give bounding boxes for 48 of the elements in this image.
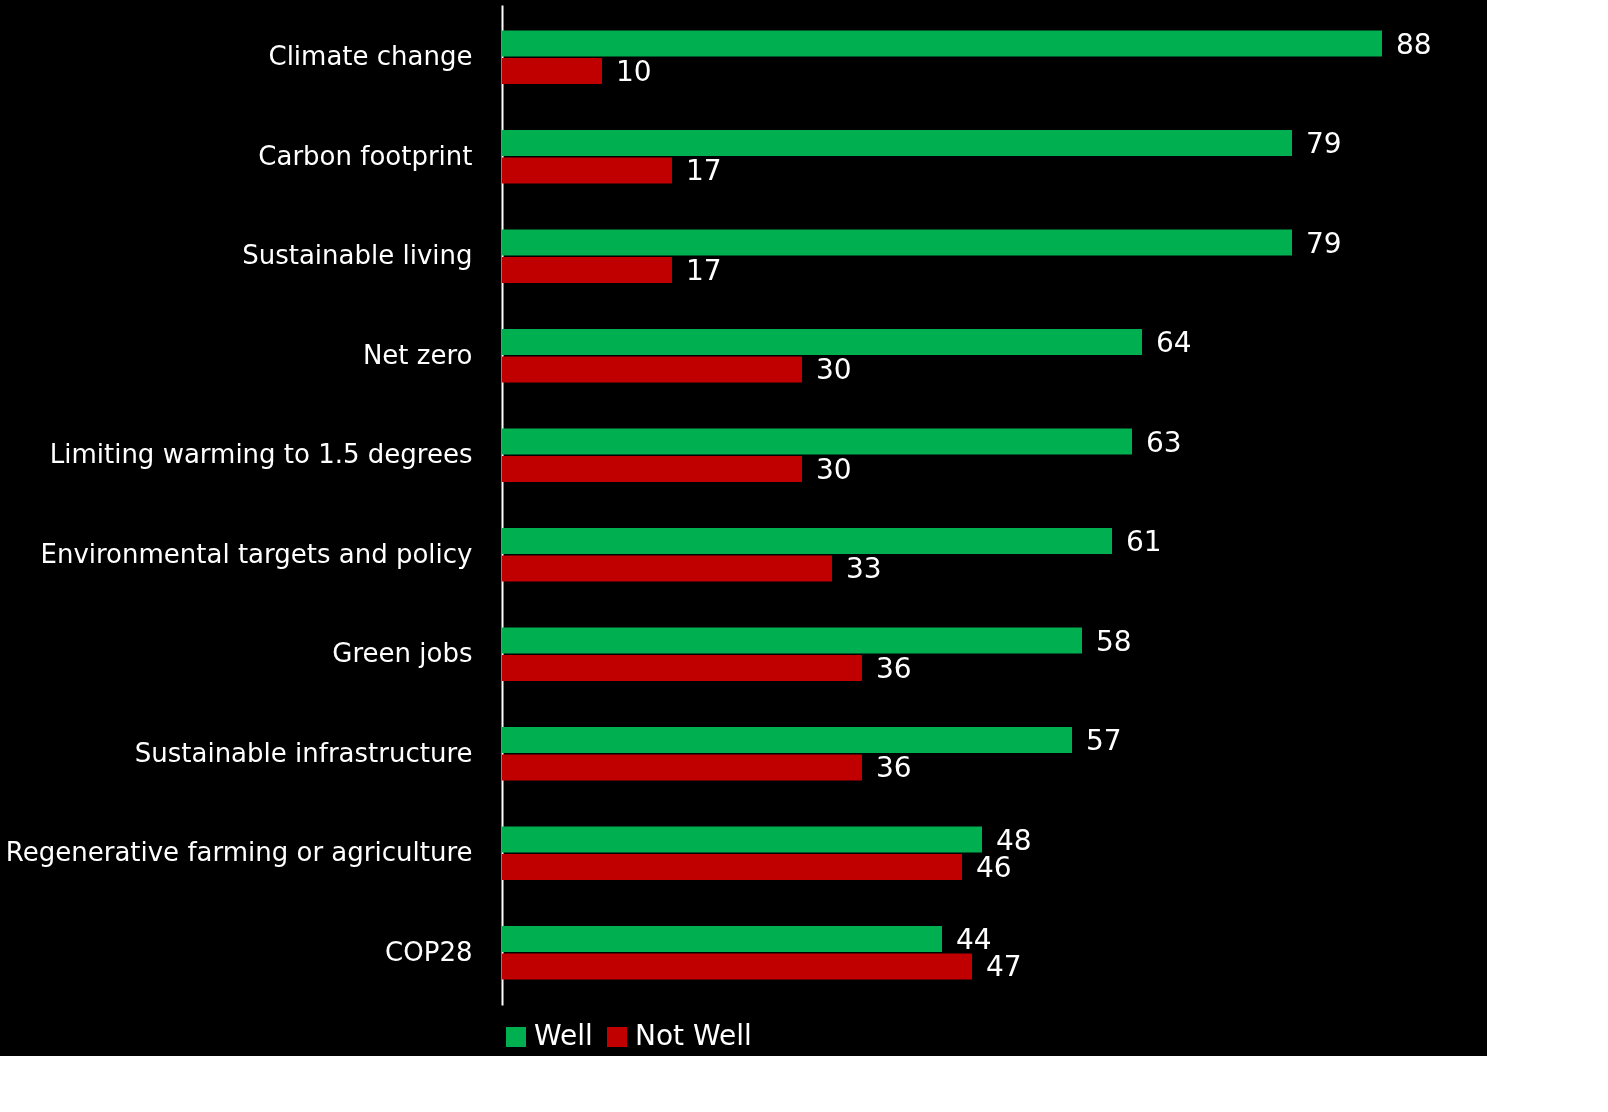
data-label: 10	[616, 54, 652, 88]
bar	[502, 57, 602, 84]
y-tick-label: Sustainable infrastructure	[134, 737, 473, 768]
y-tick-label: Green jobs	[332, 638, 473, 669]
data-label: 58	[1096, 624, 1132, 658]
legend-label: Well	[534, 1019, 593, 1052]
bar	[502, 555, 832, 582]
bar	[502, 528, 1112, 555]
data-label: 79	[1306, 127, 1342, 161]
data-label: 57	[1086, 724, 1122, 758]
data-label: 30	[816, 452, 852, 486]
data-label: 61	[1126, 525, 1162, 559]
data-label: 36	[876, 751, 912, 785]
y-tick-label: Regenerative farming or agriculture	[5, 837, 473, 868]
bar	[502, 256, 672, 283]
y-tick-label: Climate change	[268, 41, 473, 72]
y-tick-label: Environmental targets and policy	[40, 538, 473, 569]
data-label: 33	[846, 552, 882, 586]
bar	[502, 754, 862, 781]
data-label: 36	[876, 651, 912, 685]
data-label: 88	[1396, 27, 1432, 61]
y-tick-label: Carbon footprint	[258, 140, 473, 171]
bar	[502, 30, 1382, 57]
bar	[502, 826, 982, 853]
data-label: 64	[1156, 326, 1192, 360]
y-tick-label: Limiting warming to 1.5 degrees	[49, 439, 473, 470]
bar	[502, 229, 1292, 256]
bar	[502, 853, 962, 880]
bar	[502, 654, 862, 681]
bar	[502, 157, 672, 184]
y-tick-label: Sustainable living	[242, 240, 473, 271]
data-label: 63	[1146, 425, 1182, 459]
data-label: 17	[686, 253, 722, 287]
bar	[502, 627, 1082, 654]
bar	[502, 130, 1292, 157]
bar	[502, 428, 1132, 455]
data-label: 79	[1306, 226, 1342, 260]
bar	[502, 953, 972, 980]
bar	[502, 727, 1072, 754]
bar	[502, 356, 802, 383]
legend-label: Not Well	[635, 1019, 752, 1052]
data-label: 30	[816, 353, 852, 387]
bar	[502, 926, 942, 953]
y-tick-label: COP28	[385, 936, 473, 967]
bar	[502, 329, 1142, 356]
y-tick-label: Net zero	[362, 339, 473, 370]
data-label: 17	[686, 154, 722, 188]
bar	[502, 455, 802, 482]
